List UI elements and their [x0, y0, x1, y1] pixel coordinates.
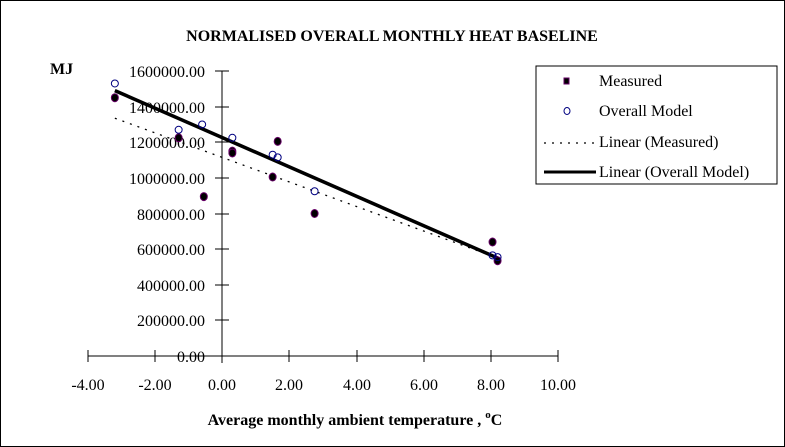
legend-open-circle-marker: [563, 107, 571, 115]
x-tick-label: 2.00: [275, 377, 303, 394]
measured-point: [273, 136, 282, 146]
x-tick-labels: -4.00 -2.00 0.00 2.00 4.00 6.00 8.00 10.00: [71, 377, 576, 394]
y-tick-labels: 0.00 200000.00 400000.00 600000.00 800000.00…: [129, 64, 205, 366]
measured-point: [174, 133, 183, 143]
x-axis-label-unit: C: [491, 412, 503, 429]
axes: [87, 70, 559, 363]
measured-point: [199, 192, 208, 202]
chart-title: NORMALISED OVERALL MONTHLY HEAT BASELINE: [186, 28, 598, 45]
legend-item-measured: Measured: [563, 73, 662, 90]
plot-area: [110, 79, 502, 266]
overall-model-point: [198, 120, 207, 129]
overall-model-point: [493, 253, 502, 262]
x-tick-label: -2.00: [138, 377, 171, 394]
legend-item-overall-model: Overall Model: [563, 103, 693, 120]
measured-point: [310, 209, 319, 218]
legend: Measured Overall Model Linear (Measured)…: [535, 65, 778, 185]
x-tick-label: 10.00: [540, 377, 576, 394]
y-tick-label: 400000.00: [137, 278, 205, 295]
x-axis-label-degree: o: [485, 409, 491, 421]
x-tick-label: 6.00: [410, 377, 438, 394]
overall-model-point: [110, 79, 119, 88]
y-tick-label: 1000000.00: [129, 171, 205, 188]
measured-point: [110, 93, 119, 103]
overall-model-point: [174, 125, 183, 134]
x-tick-label: 8.00: [477, 377, 505, 394]
legend-box: [535, 65, 778, 185]
trendline-measured: [114, 117, 498, 259]
y-tick-label: 200000.00: [137, 313, 205, 330]
x-axis-label-text: Average monthly ambient temperature ,: [208, 412, 486, 429]
measured-point: [268, 172, 277, 182]
y-tick-label: 800000.00: [137, 207, 205, 224]
measured-point: [488, 237, 497, 247]
legend-item-linear-overall-model: Linear (Overall Model): [544, 164, 749, 181]
legend-label: Overall Model: [599, 103, 693, 120]
overall-model-point: [273, 153, 282, 162]
x-tick-label: -4.00: [71, 377, 104, 394]
trendline-overall-model: [114, 88, 499, 260]
measured-point: [228, 148, 237, 158]
legend-label: Linear (Overall Model): [599, 164, 749, 181]
overall-model-point: [268, 150, 277, 159]
x-tick-label: 4.00: [343, 377, 371, 394]
legend-label: Measured: [599, 73, 662, 90]
y-axis-unit-label: MJ: [50, 61, 73, 78]
overall-model-point: [228, 133, 237, 142]
overall-model-point: [488, 251, 497, 260]
y-tick-label: 1200000.00: [129, 135, 205, 152]
y-tick-label: 600000.00: [137, 242, 205, 259]
legend-filled-circle-marker: [563, 77, 570, 85]
legend-item-linear-measured: Linear (Measured): [544, 134, 719, 151]
y-tick-label: 0.00: [177, 349, 205, 366]
legend-label: Linear (Measured): [599, 134, 719, 151]
x-axis-label: Average monthly ambient temperature , oC: [208, 409, 503, 429]
overall-model-point: [310, 187, 319, 196]
x-tick-label: 0.00: [208, 377, 236, 394]
y-tick-label: 1600000.00: [129, 64, 205, 81]
